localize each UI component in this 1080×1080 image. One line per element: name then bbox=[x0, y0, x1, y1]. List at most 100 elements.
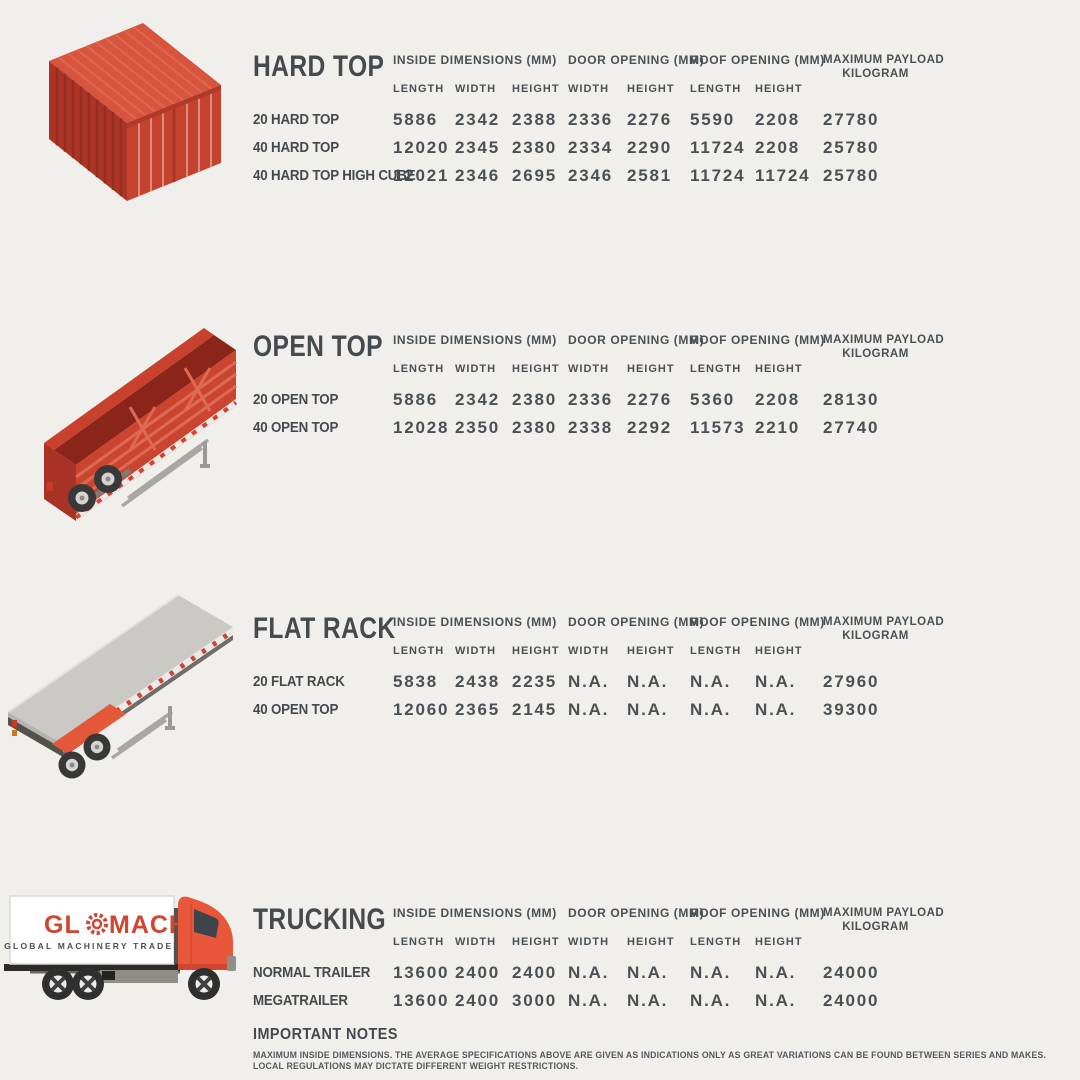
subheader-height: HEIGHT bbox=[512, 363, 560, 375]
value-cell: 27740 bbox=[823, 418, 880, 437]
value-cell: 13600 bbox=[393, 963, 450, 982]
value-cell: N.A. bbox=[690, 963, 732, 982]
value-cell: 2276 bbox=[627, 390, 673, 409]
value-cell: 2388 bbox=[512, 110, 558, 129]
value-cell: 5838 bbox=[393, 672, 439, 691]
value-cell: N.A. bbox=[690, 991, 732, 1010]
value-cell: 12028 bbox=[393, 418, 450, 437]
trucking-illustration: GL MACHT GLOBAL MACHINERY TRADER bbox=[0, 880, 250, 1020]
table-header: INSIDE DIMENSIONS (MM) DOOR OPENING (MM)… bbox=[253, 50, 953, 103]
payload-line1: MAXIMUM PAYLOAD bbox=[823, 54, 945, 66]
value-cell: 25780 bbox=[823, 166, 880, 185]
payload-line2: KILOGRAM bbox=[842, 68, 909, 80]
important-notes: IMPORTANT NOTES MAXIMUM INSIDE DIMENSION… bbox=[253, 1026, 1063, 1072]
payload-line2: KILOGRAM bbox=[842, 630, 909, 642]
subheader-width: WIDTH bbox=[568, 363, 610, 375]
truck-wheels bbox=[42, 968, 220, 1000]
subheader-height: HEIGHT bbox=[512, 83, 560, 95]
subheader-height: HEIGHT bbox=[512, 645, 560, 657]
section-hard-top: HARD TOP INSIDE DIMENSIONS (MM) DOOR OPE… bbox=[253, 50, 953, 190]
subheader-width: WIDTH bbox=[568, 936, 610, 948]
value-cell: 2365 bbox=[455, 700, 501, 719]
value-cell: 25780 bbox=[823, 138, 880, 157]
header-roof-opening: ROOF OPENING (MM) bbox=[690, 333, 825, 347]
value-cell: N.A. bbox=[755, 991, 797, 1010]
subheader-width: WIDTH bbox=[455, 936, 497, 948]
header-inside-dimensions: INSIDE DIMENSIONS (MM) bbox=[393, 615, 557, 629]
value-cell: 2380 bbox=[512, 390, 558, 409]
box-truck-icon: GL MACHT GLOBAL MACHINERY TRADER bbox=[4, 895, 236, 1000]
row-label: MEGATRAILER bbox=[253, 993, 348, 1009]
header-inside-dimensions: INSIDE DIMENSIONS (MM) bbox=[393, 53, 557, 67]
value-cell: 2208 bbox=[755, 110, 801, 129]
value-cell: N.A. bbox=[755, 672, 797, 691]
subheader-width: WIDTH bbox=[455, 645, 497, 657]
value-cell: 12021 bbox=[393, 166, 450, 185]
section-trucking: TRUCKING INSIDE DIMENSIONS (MM) DOOR OPE… bbox=[253, 903, 953, 1015]
value-cell: 3000 bbox=[512, 991, 558, 1010]
payload-line2: KILOGRAM bbox=[842, 921, 909, 933]
value-cell: 2346 bbox=[455, 166, 501, 185]
value-cell: 39300 bbox=[823, 700, 880, 719]
header-inside-dimensions: INSIDE DIMENSIONS (MM) bbox=[393, 333, 557, 347]
header-door-opening: DOOR OPENING (MM) bbox=[568, 906, 705, 920]
value-cell: 2208 bbox=[755, 390, 801, 409]
value-cell: 2342 bbox=[455, 110, 501, 129]
row-label: 40 HARD TOP bbox=[253, 140, 339, 156]
section-title: HARD TOP bbox=[253, 50, 385, 83]
value-cell: 12060 bbox=[393, 700, 450, 719]
section-open-top: OPEN TOP INSIDE DIMENSIONS (MM) DOOR OPE… bbox=[253, 330, 953, 442]
value-cell: 2400 bbox=[512, 963, 558, 982]
header-max-payload: MAXIMUM PAYLOAD KILOGRAM bbox=[823, 330, 945, 361]
value-cell: 2338 bbox=[568, 418, 614, 437]
value-cell: 2695 bbox=[512, 166, 558, 185]
value-cell: 2400 bbox=[455, 963, 501, 982]
value-cell: 11724 bbox=[690, 166, 746, 185]
subheader-height: HEIGHT bbox=[627, 936, 675, 948]
value-cell: 2581 bbox=[627, 166, 673, 185]
table-header: INSIDE DIMENSIONS (MM) DOOR OPENING (MM)… bbox=[253, 612, 953, 665]
value-cell: 13600 bbox=[393, 991, 450, 1010]
open-top-trailer-illustration bbox=[0, 302, 250, 522]
payload-line1: MAXIMUM PAYLOAD bbox=[823, 334, 945, 346]
header-roof-opening: ROOF OPENING (MM) bbox=[690, 615, 825, 629]
table-header: INSIDE DIMENSIONS (MM) DOOR OPENING (MM)… bbox=[253, 330, 953, 383]
value-cell: N.A. bbox=[568, 963, 610, 982]
value-cell: 2345 bbox=[455, 138, 501, 157]
subheader-width: WIDTH bbox=[455, 83, 497, 95]
value-cell: N.A. bbox=[627, 672, 669, 691]
subheader-length: LENGTH bbox=[690, 936, 742, 948]
row-label: 20 OPEN TOP bbox=[253, 392, 339, 408]
subheader-width: WIDTH bbox=[568, 83, 610, 95]
open-top-trailer-icon bbox=[44, 328, 238, 521]
subheader-length: LENGTH bbox=[393, 83, 445, 95]
row-label: 40 OPEN TOP bbox=[253, 420, 339, 436]
value-cell: 24000 bbox=[823, 991, 880, 1010]
table-rows: 20 OPEN TOP 5886 2342 2380 2336 2276 5360 2208 2… bbox=[253, 386, 953, 442]
header-max-payload: MAXIMUM PAYLOAD KILOGRAM bbox=[823, 903, 944, 934]
value-cell: 2342 bbox=[455, 390, 501, 409]
value-cell: 27960 bbox=[823, 672, 880, 691]
value-cell: 2336 bbox=[568, 110, 614, 129]
value-cell: 2208 bbox=[755, 138, 801, 157]
value-cell: N.A. bbox=[627, 700, 669, 719]
table-rows: 20 HARD TOP 5886 2342 2388 2336 2276 5590 2208 2… bbox=[253, 106, 953, 190]
hard-top-container-illustration bbox=[0, 8, 242, 208]
subheader-height: HEIGHT bbox=[755, 83, 803, 95]
header-door-opening: DOOR OPENING (MM) bbox=[568, 333, 705, 347]
header-door-opening: DOOR OPENING (MM) bbox=[568, 53, 705, 67]
value-cell: 2334 bbox=[568, 138, 614, 157]
value-cell: N.A. bbox=[755, 700, 797, 719]
value-cell: 27780 bbox=[823, 110, 880, 129]
value-cell: 2438 bbox=[455, 672, 501, 691]
value-cell: N.A. bbox=[690, 700, 732, 719]
row-label: 40 OPEN TOP bbox=[253, 702, 339, 718]
table-rows: 20 FLAT RACK 5838 2438 2235 N.A. N.A. N.A. N.A.… bbox=[253, 668, 953, 724]
gear-icon bbox=[86, 913, 108, 935]
value-cell: 2346 bbox=[568, 166, 614, 185]
subheader-height: HEIGHT bbox=[627, 645, 675, 657]
shipping-container-icon bbox=[49, 23, 221, 201]
subheader-height: HEIGHT bbox=[627, 363, 675, 375]
subheader-length: LENGTH bbox=[393, 363, 445, 375]
subheader-width: WIDTH bbox=[455, 363, 497, 375]
